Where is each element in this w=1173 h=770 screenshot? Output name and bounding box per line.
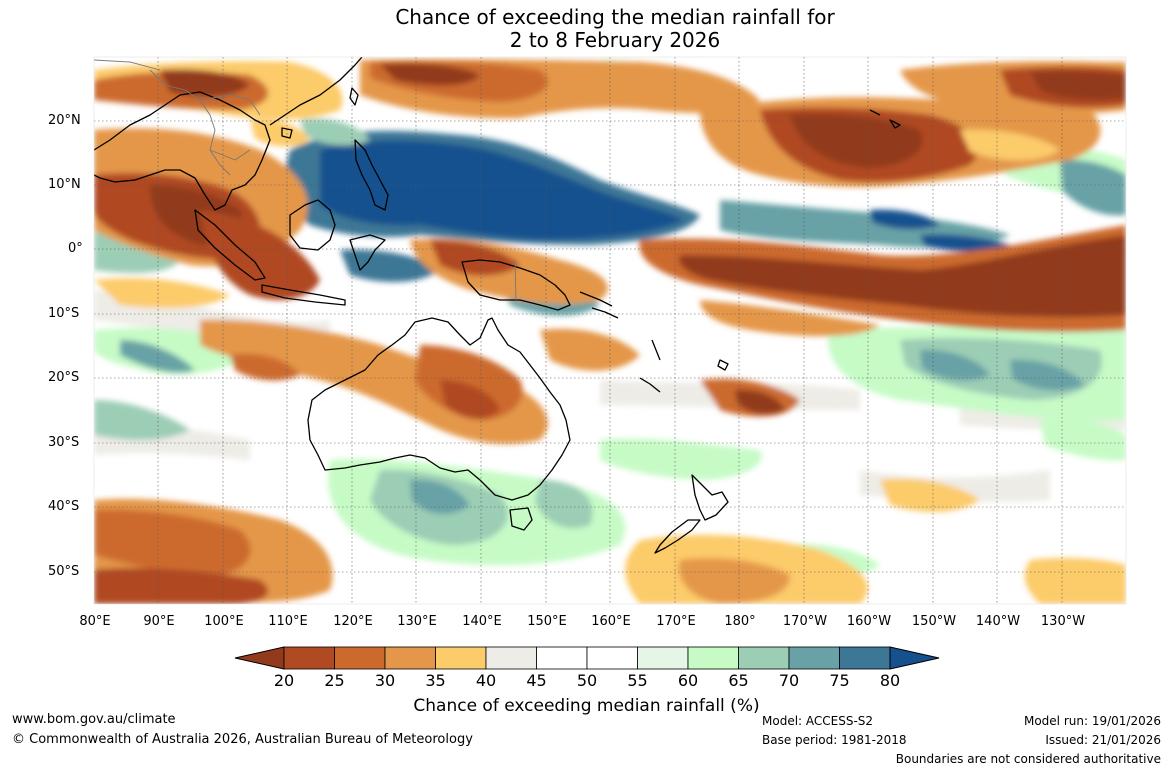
lon-label-100e: 100°E	[204, 614, 244, 629]
colorbar-tick-label: 65	[728, 671, 749, 690]
colorbar-cell	[536, 646, 588, 670]
hawaii-coastline	[869, 109, 901, 129]
java-coastline	[261, 284, 346, 306]
colorbar-tick-label: 35	[425, 671, 446, 690]
rainfall-anomaly-field	[94, 59, 1126, 604]
colorbar-min-arrow	[234, 646, 285, 670]
colorbar-cell	[788, 646, 840, 670]
lat-label-10s: 10°S	[48, 306, 80, 321]
lat-label-50s: 50°S	[48, 564, 80, 579]
colorbar-tick-label: 30	[374, 671, 396, 690]
colorbar-tick-label: 60	[677, 671, 699, 690]
rainfall-map	[93, 56, 1127, 605]
sumatra-coastline	[194, 209, 266, 281]
nz-north-island-coastline	[691, 474, 729, 521]
fiji-coastline	[717, 359, 729, 371]
colorbar-title: Chance of exceeding median rainfall (%)	[413, 696, 760, 716]
tasmania-coastline	[509, 507, 533, 531]
footer-base-period: Base period: 1981-2018	[762, 733, 907, 747]
footer-website[interactable]: www.bom.gov.au/climate	[12, 712, 176, 727]
colorbar-tick-label: 70	[778, 671, 800, 690]
colorbar-cell	[283, 646, 335, 670]
colorbar-cell	[334, 646, 386, 670]
hainan-coastline	[281, 127, 293, 139]
lat-label-10n: 10°N	[48, 177, 81, 192]
lon-label-170w: 170°W	[782, 614, 828, 629]
country-borders	[94, 59, 517, 301]
lat-label-0: 0°	[68, 241, 83, 256]
footer-disclaimer: Boundaries are not considered authoritat…	[895, 752, 1161, 766]
vanuatu-coastline	[651, 339, 661, 361]
colorbar-cell	[839, 646, 891, 670]
footer-copyright: © Commonwealth of Australia 2026, Austra…	[12, 732, 473, 747]
lon-label-160w: 160°W	[846, 614, 892, 629]
nz-south-island-coastline	[654, 519, 701, 554]
australia-coastline	[307, 317, 571, 501]
footer-issued: Issued: 21/01/2026	[1045, 733, 1161, 747]
lat-label-30s: 30°S	[48, 435, 80, 450]
colorbar-cell	[435, 646, 487, 670]
coastlines	[94, 57, 901, 554]
lon-label-150w: 150°W	[911, 614, 957, 629]
lat-label-40s: 40°S	[48, 499, 80, 514]
footer-model: Model: ACCESS-S2	[762, 714, 874, 728]
lon-label-150e: 150°E	[527, 614, 567, 629]
colorbar-cell	[485, 646, 537, 670]
colorbar-tick-label: 55	[627, 671, 648, 690]
colorbar-tick-label: 50	[576, 671, 598, 690]
lat-label-20n: 20°N	[48, 113, 81, 128]
colorbar-cell	[738, 646, 790, 670]
china-coastline	[269, 57, 363, 126]
colorbar-cell	[637, 646, 689, 670]
footer-model-run: Model run: 19/01/2026	[1023, 714, 1161, 728]
lon-label-130e: 130°E	[397, 614, 437, 629]
map-title-line1: Chance of exceeding the median rainfall …	[395, 5, 835, 29]
colorbar-max-arrow	[889, 646, 940, 670]
lon-label-140e: 140°E	[462, 614, 502, 629]
colorbar-tick-label: 40	[475, 671, 497, 690]
lon-label-90e: 90°E	[143, 614, 175, 629]
colorbar-tick-label: 25	[324, 671, 345, 690]
lon-label-80e: 80°E	[79, 614, 111, 629]
philippines-coastline	[354, 139, 389, 211]
map-title-line2: 2 to 8 February 2026	[509, 28, 721, 52]
colorbar-cell	[586, 646, 638, 670]
solomon-islands-coastline	[579, 291, 619, 319]
lat-label-20s: 20°S	[48, 370, 80, 385]
borneo-coastline	[289, 199, 336, 251]
asia-mainland-coastline	[94, 91, 271, 211]
sulawesi-coastline	[349, 234, 386, 271]
taiwan-coastline	[349, 87, 359, 106]
colorbar-cell	[384, 646, 436, 670]
lon-label-170e: 170°E	[656, 614, 696, 629]
lon-label-180: 180°	[724, 614, 756, 629]
map-frame	[93, 56, 1127, 605]
colorbar-cell	[687, 646, 739, 670]
colorbar-tick-label: 75	[829, 671, 850, 690]
lon-label-120e: 120°E	[333, 614, 373, 629]
colorbar-tick-label: 80	[879, 671, 901, 690]
lon-label-140w: 140°W	[975, 614, 1021, 629]
colorbar-tick-label: 45	[526, 671, 547, 690]
lon-label-160e: 160°E	[591, 614, 631, 629]
graticule	[94, 57, 1126, 604]
lon-label-110e: 110°E	[268, 614, 308, 629]
lon-label-130w: 130°W	[1040, 614, 1086, 629]
new-guinea-coastline	[461, 259, 571, 311]
new-caledonia-coastline	[639, 377, 661, 393]
colorbar-tick-label: 20	[273, 671, 295, 690]
